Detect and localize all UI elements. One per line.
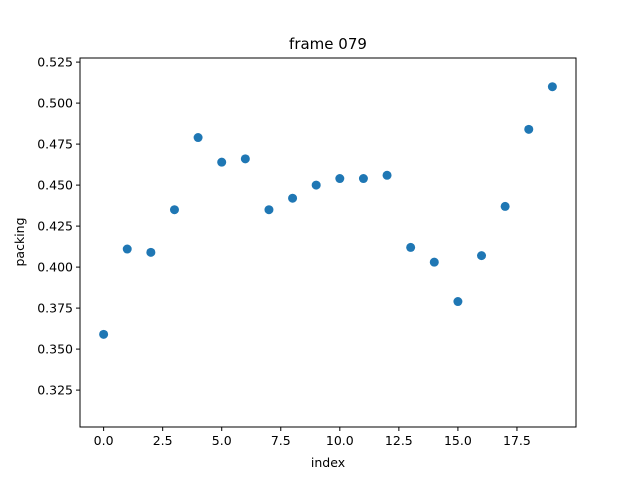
data-point (240, 154, 250, 164)
x-tick-label: 0.0 (94, 433, 114, 448)
y-axis-label: packing (12, 217, 27, 266)
y-tick-label: 0.425 (37, 219, 73, 234)
x-tick-label: 10.0 (326, 433, 354, 448)
data-point (264, 205, 274, 215)
data-point (547, 82, 557, 92)
data-point (335, 174, 345, 184)
x-axis-ticks: 0.0 2.5 5.0 7.5 10.0 12.5 15.0 17.5 (94, 427, 531, 448)
data-point (122, 244, 132, 254)
y-tick-label: 0.525 (37, 55, 73, 70)
y-tick-label: 0.500 (37, 96, 73, 111)
chart-title: frame 079 (289, 35, 367, 53)
data-point (217, 157, 227, 167)
y-tick-label: 0.475 (37, 137, 73, 152)
x-tick-label: 7.5 (271, 433, 291, 448)
data-point (311, 180, 321, 190)
y-axis-ticks: 0.325 0.350 0.375 0.400 0.425 0.450 0.475 0.500… (37, 55, 80, 398)
data-point (524, 124, 534, 134)
data-point (453, 297, 463, 307)
x-tick-label: 2.5 (153, 433, 173, 448)
y-tick-label: 0.375 (37, 301, 73, 316)
data-point (477, 251, 487, 261)
data-point (99, 329, 109, 339)
x-tick-label: 12.5 (385, 433, 413, 448)
x-tick-label: 15.0 (444, 433, 472, 448)
data-point (406, 242, 416, 252)
data-point (146, 247, 156, 257)
plot-frame (79, 57, 577, 428)
data-point (500, 201, 510, 211)
data-points (99, 82, 557, 339)
y-tick-label: 0.450 (37, 178, 73, 193)
y-tick-label: 0.325 (37, 383, 73, 398)
x-axis-label: index (311, 455, 345, 470)
data-point (382, 170, 392, 180)
data-point (288, 193, 298, 203)
data-point (193, 133, 203, 143)
data-point (429, 257, 439, 267)
x-tick-label: 17.5 (503, 433, 531, 448)
data-point (358, 174, 368, 184)
x-tick-label: 5.0 (212, 433, 232, 448)
y-tick-label: 0.350 (37, 342, 73, 357)
data-point (169, 205, 179, 215)
y-tick-label: 0.400 (37, 260, 73, 275)
